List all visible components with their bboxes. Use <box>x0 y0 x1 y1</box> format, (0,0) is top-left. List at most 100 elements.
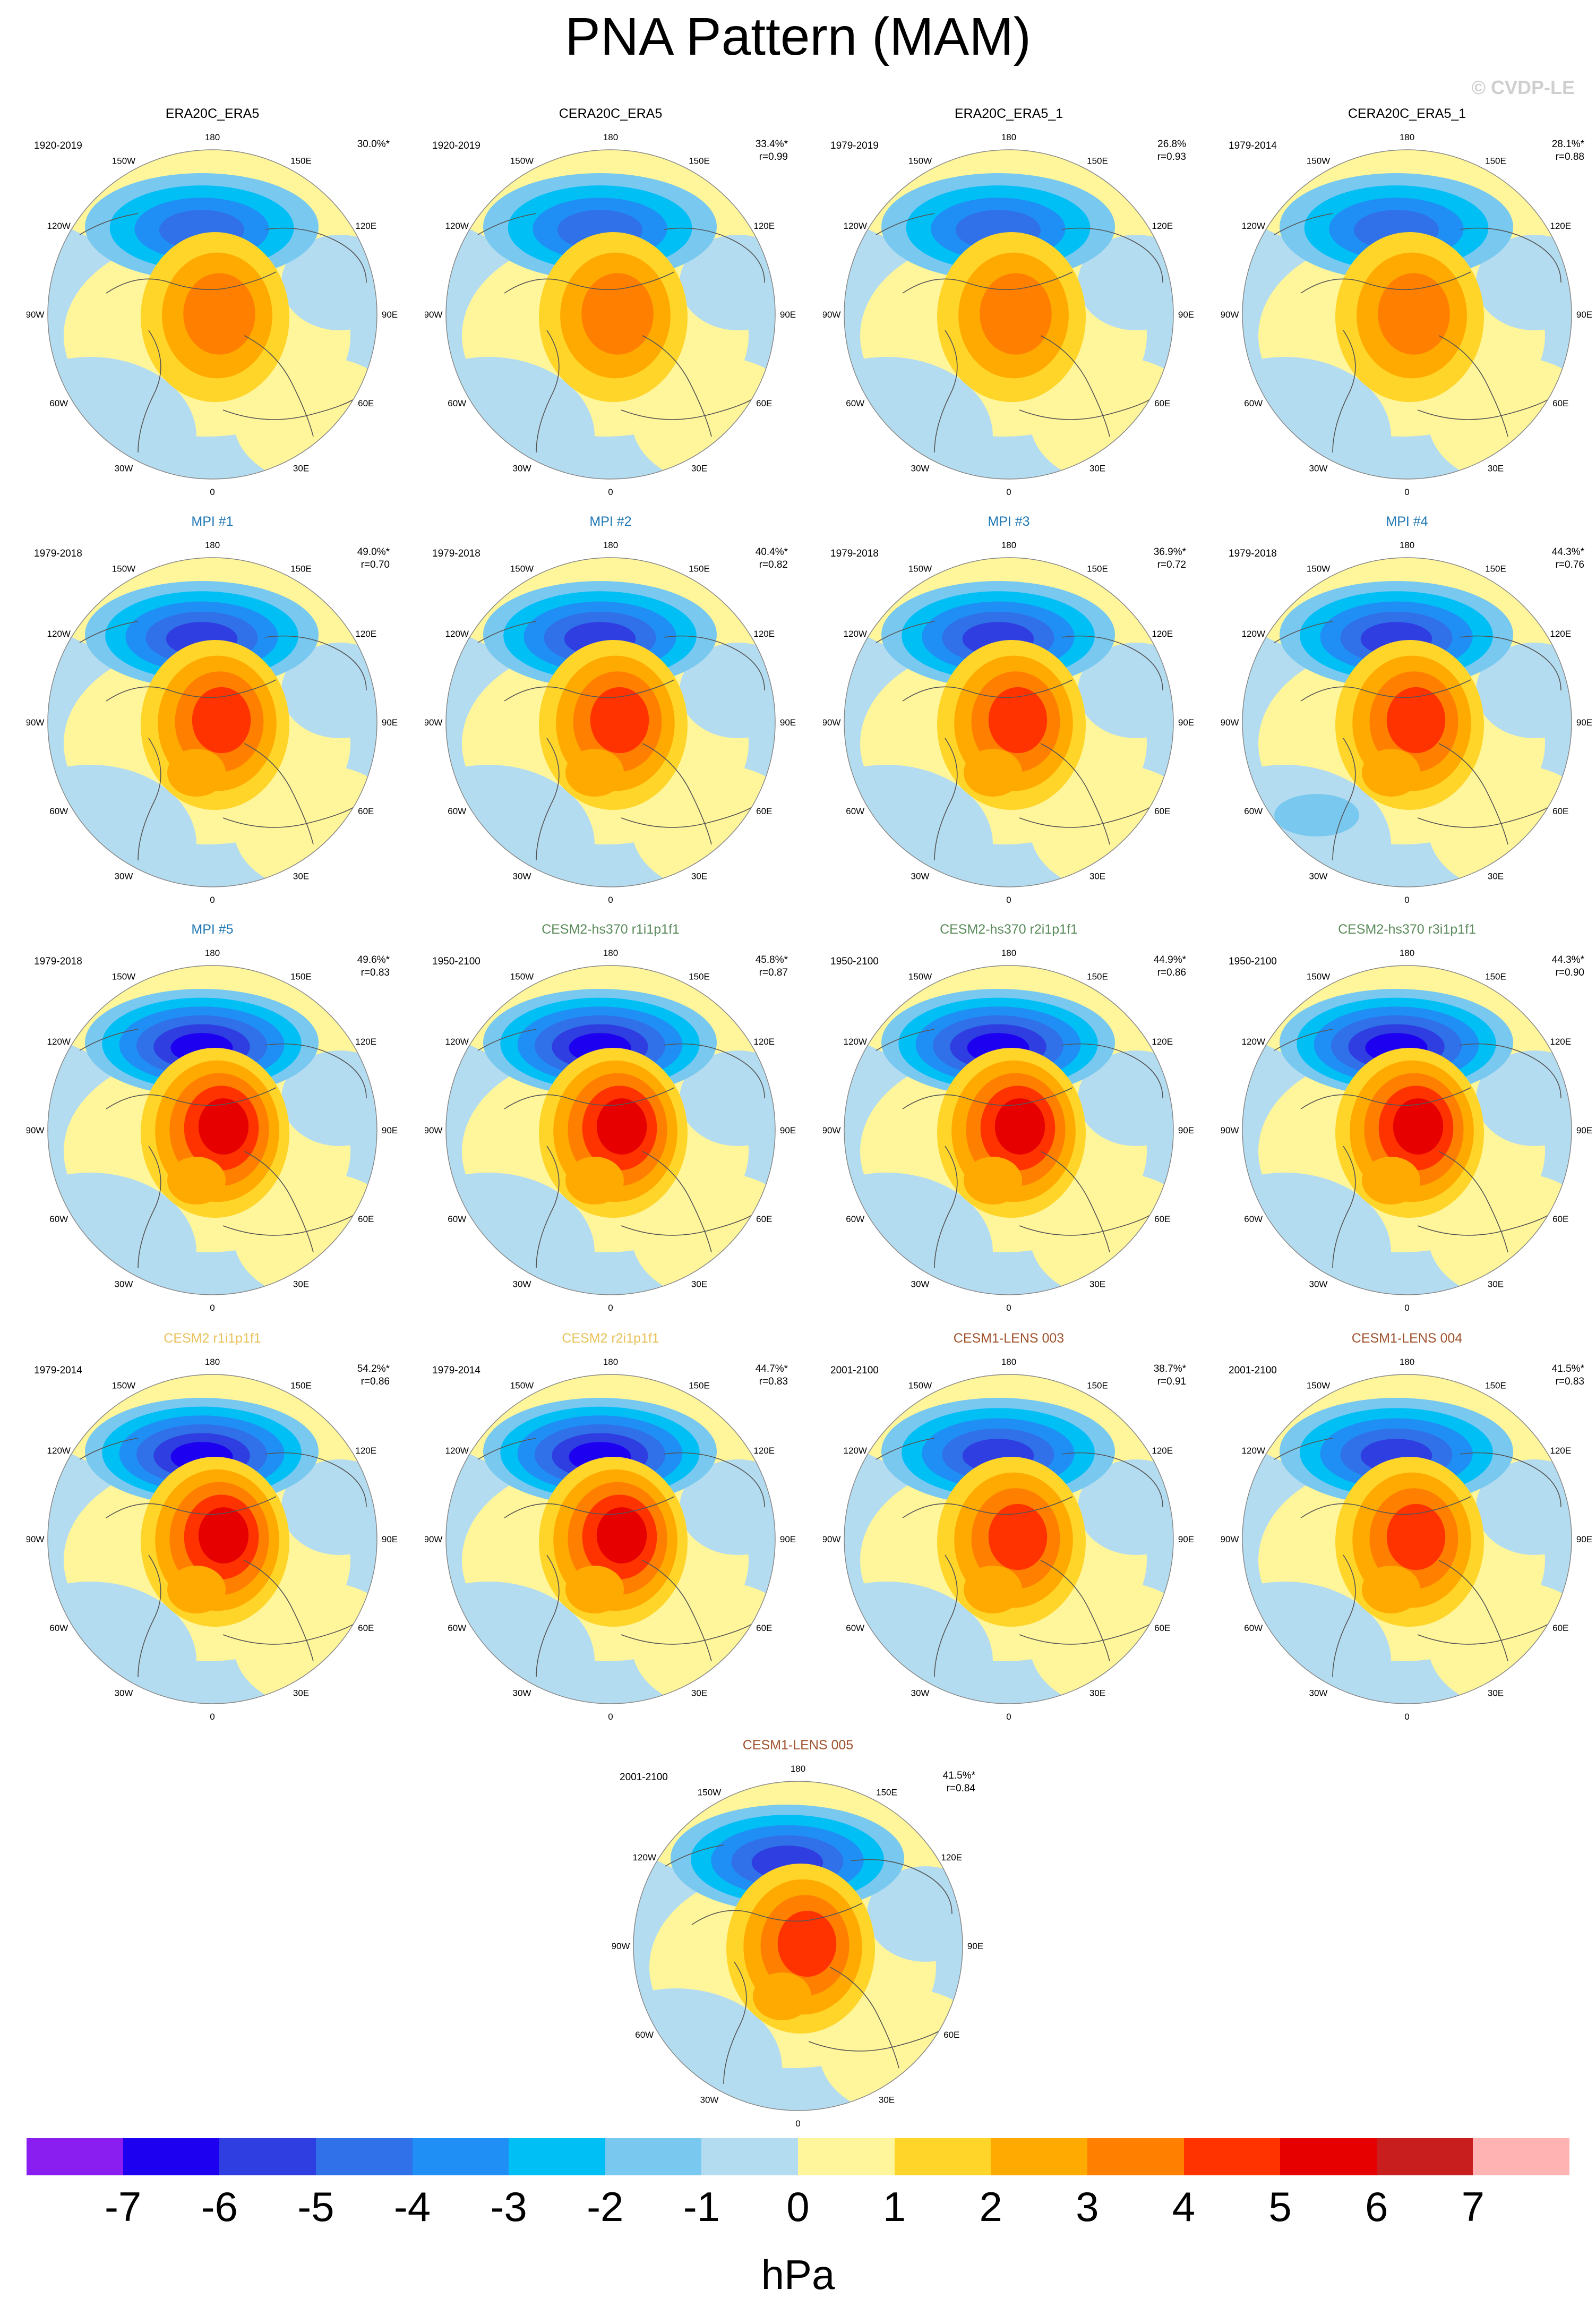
coastline <box>1438 743 1508 845</box>
polar-map: 180 150E 120E 90E 60E 30E 0 30W 60W 90W 120W 150W <box>823 132 1194 497</box>
coastline <box>1061 1043 1163 1099</box>
longitude-label: 30W <box>513 463 531 473</box>
longitude-label: 90W <box>1221 1125 1239 1135</box>
coastline <box>902 271 1073 294</box>
longitude-label: 30W <box>911 871 930 881</box>
longitude-label: 90E <box>780 717 796 728</box>
longitude-label: 150E <box>290 156 312 166</box>
longitude-label: 60E <box>756 398 772 408</box>
longitude-label: 150E <box>1485 972 1506 982</box>
colorbar-tick-label: -2 <box>587 2183 624 2230</box>
panel-title: MPI #2 <box>589 514 632 529</box>
longitude-label: 120E <box>1152 1446 1173 1456</box>
polar-map: 180 150E 120E 90E 60E 30E 0 30W 60W 90W 120W 150W <box>823 948 1194 1313</box>
longitude-label: 180 <box>603 948 618 958</box>
coastline <box>106 271 277 294</box>
map-outline <box>1242 1374 1572 1704</box>
map-panel: 180 150E 120E 90E 60E 30E 0 30W 60W 90W 120W 150W ER… <box>823 106 1195 505</box>
panel-title: CESM1-LENS 005 <box>742 1738 854 1753</box>
explained-variance: 44.3%* <box>1551 954 1584 966</box>
longitude-label: 120E <box>355 1446 376 1456</box>
coastline <box>222 394 362 420</box>
coastline <box>1417 801 1556 828</box>
polar-map: 180 150E 120E 90E 60E 30E 0 30W 60W 90W 120W 150W <box>823 1357 1194 1722</box>
panel-title: MPI #5 <box>191 922 234 937</box>
longitude-label: 180 <box>1400 1357 1414 1367</box>
longitude-label: 120E <box>1550 629 1571 639</box>
panel-period: 1979-2018 <box>1229 548 1277 559</box>
longitude-label: 150E <box>1087 972 1108 982</box>
coastline <box>642 335 712 437</box>
panel-stats: 28.1%* r=0.88 <box>1552 138 1584 164</box>
coastline <box>1019 394 1158 420</box>
coastline <box>934 1146 958 1269</box>
longitude-label: 30W <box>513 1688 531 1698</box>
longitude-label: 120W <box>1242 1037 1265 1047</box>
longitude-label: 30E <box>691 1688 707 1698</box>
longitude-label: 90W <box>425 1125 442 1135</box>
map-panel: 180 150E 120E 90E 60E 30E 0 30W 60W 90W 120W 150W CE… <box>1221 1331 1593 1729</box>
polar-map: 180 150E 120E 90E 60E 30E 0 30W 60W 90W 120W 150W <box>425 948 796 1313</box>
coastline <box>1019 1209 1158 1236</box>
longitude-label: 90E <box>1178 1125 1194 1135</box>
longitude-label: 60E <box>1154 1623 1170 1633</box>
coastline <box>642 1151 712 1253</box>
coastline <box>621 1209 760 1236</box>
colorbar-tick-label: -7 <box>104 2183 142 2230</box>
panel-period: 2001-2100 <box>620 1772 668 1783</box>
coastline <box>536 330 560 453</box>
longitude-label: 90E <box>1178 717 1194 728</box>
southern-high-lobe <box>565 1157 624 1205</box>
map-panel: 180 150E 120E 90E 60E 30E 0 30W 60W 90W 120W 150W MP… <box>425 514 796 912</box>
pattern-correlation: r=0.86 <box>1157 967 1186 978</box>
pattern-correlation: r=0.70 <box>361 559 390 570</box>
explained-variance: 38.7%* <box>1153 1363 1186 1374</box>
coastline <box>265 635 367 691</box>
longitude-label: 60E <box>358 398 374 408</box>
explained-variance: 49.6%* <box>357 954 390 966</box>
polar-map: 180 150E 120E 90E 60E 30E 0 30W 60W 90W 120W 150W <box>425 1357 796 1722</box>
pattern-correlation: r=0.86 <box>361 1376 390 1387</box>
longitude-label: 30W <box>115 1688 133 1698</box>
colorbar-tick-label: 3 <box>1076 2183 1099 2230</box>
arctic-high-contour <box>192 687 251 754</box>
longitude-label: 90E <box>780 1125 796 1135</box>
longitude-label: 180 <box>205 948 220 958</box>
panel-title: CESM2-hs370 r1i1p1f1 <box>542 922 680 937</box>
longitude-label: 0 <box>1006 487 1011 497</box>
polar-map: 180 150E 120E 90E 60E 30E 0 30W 60W 90W 120W 150W <box>425 132 796 497</box>
panel-title: MPI #4 <box>1386 514 1428 529</box>
longitude-label: 120W <box>47 1446 71 1456</box>
longitude-label: 60W <box>1244 1623 1263 1633</box>
arctic-high-contour <box>988 687 1048 754</box>
longitude-label: 180 <box>603 132 618 142</box>
longitude-label: 60W <box>635 2030 654 2040</box>
longitude-label: 60E <box>1552 806 1568 816</box>
southern-high-lobe <box>964 1157 1022 1205</box>
pattern-correlation: r=0.83 <box>759 1376 788 1387</box>
polar-map: 180 150E 120E 90E 60E 30E 0 30W 60W 90W 120W 150W <box>27 1357 398 1722</box>
southern-high-lobe <box>1362 1566 1420 1613</box>
map-field <box>844 966 1173 1295</box>
coastline <box>1417 394 1556 420</box>
arctic-high-contour <box>596 1507 647 1564</box>
map-field <box>1242 966 1572 1295</box>
coastline <box>934 738 958 861</box>
colorbar-box <box>1376 2138 1473 2175</box>
arctic-high-contour <box>198 1098 249 1155</box>
longitude-label: 150W <box>698 1788 721 1798</box>
longitude-label: 120W <box>47 221 71 231</box>
polar-map: 180 150E 120E 90E 60E 30E 0 30W 60W 90W 120W 150W <box>1221 1357 1592 1722</box>
coastline <box>1061 635 1163 691</box>
longitude-label: 120W <box>1242 1446 1265 1456</box>
longitude-label: 90W <box>823 1534 840 1544</box>
longitude-label: 0 <box>608 1303 613 1313</box>
longitude-label: 30E <box>293 871 309 881</box>
map-panel: 180 150E 120E 90E 60E 30E 0 30W 60W 90W 120W 150W CE… <box>425 922 796 1320</box>
longitude-label: 150E <box>290 972 312 982</box>
colorbar-box <box>1183 2138 1281 2175</box>
longitude-label: 90E <box>1178 1534 1194 1544</box>
longitude-label: 90W <box>27 1534 44 1544</box>
panel-stats: 44.3%* r=0.76 <box>1552 546 1584 571</box>
panel-title: CESM1-LENS 004 <box>1351 1331 1463 1346</box>
